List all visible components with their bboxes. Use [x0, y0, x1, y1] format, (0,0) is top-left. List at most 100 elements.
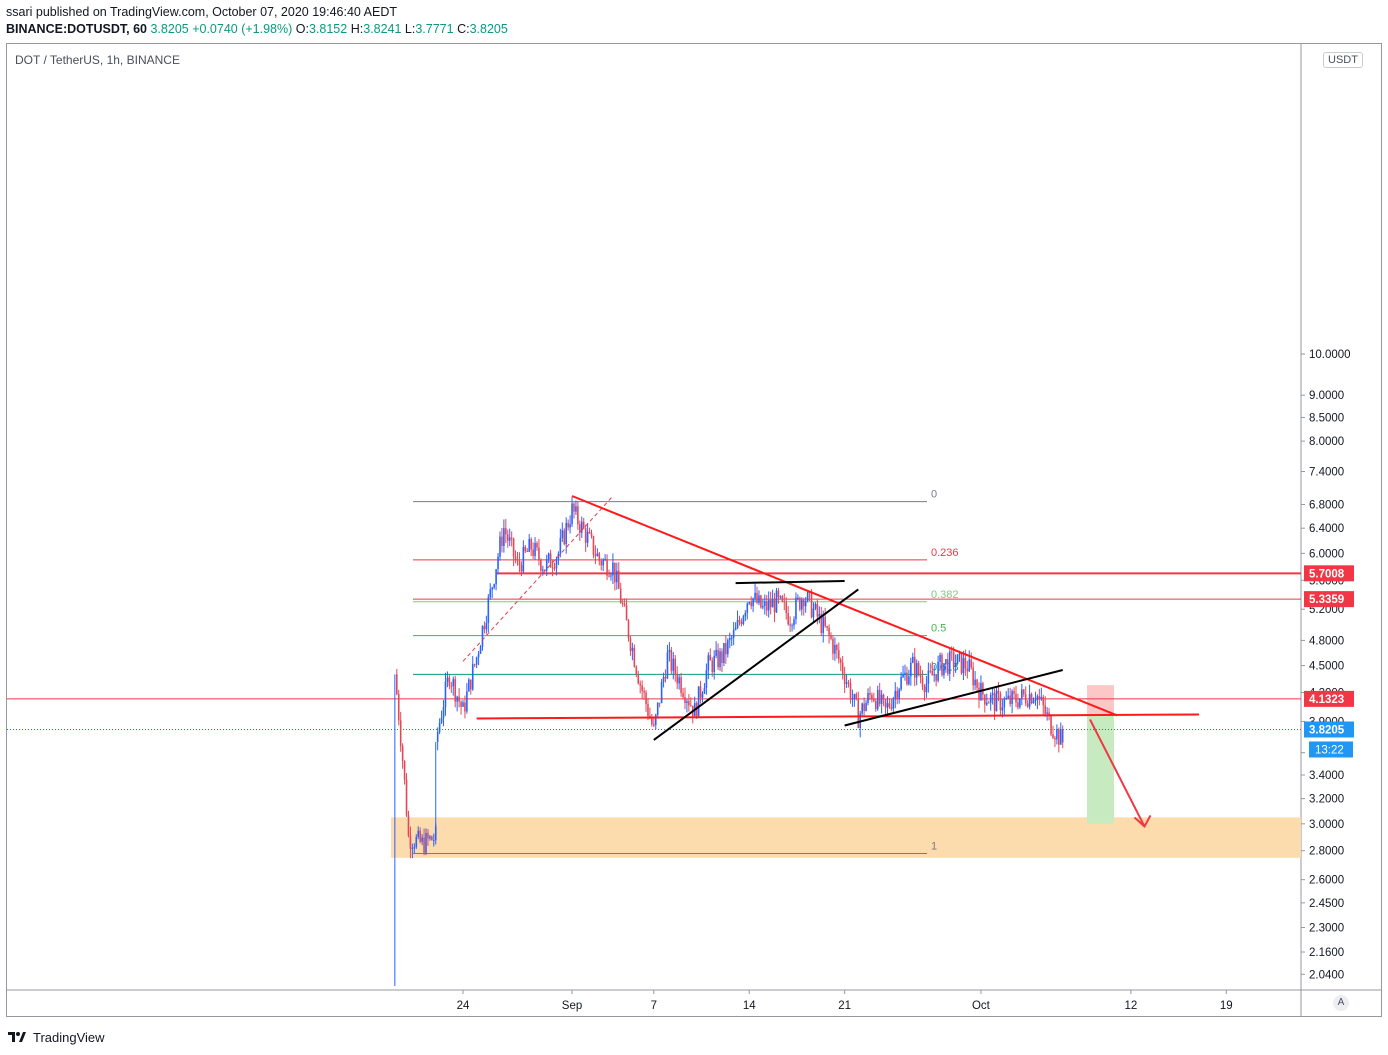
candle-body [919, 674, 922, 678]
candle-body [582, 521, 585, 529]
candle-body [818, 613, 821, 617]
candle-body [586, 531, 589, 543]
candle-body [1030, 693, 1033, 704]
candle-body [442, 707, 445, 718]
dashed-trendline [462, 495, 614, 662]
candle-body [608, 575, 610, 577]
candle-body [639, 683, 641, 686]
candle-body [781, 596, 784, 602]
candle-body [425, 832, 427, 853]
candle-body [1001, 707, 1004, 711]
candle-body [432, 840, 435, 842]
candle-body [635, 666, 638, 675]
candle-body [892, 698, 895, 709]
candle-body [464, 702, 466, 712]
candle-body [493, 584, 495, 588]
candle-body [471, 664, 474, 690]
candle-body [865, 702, 867, 711]
candle-body [660, 682, 663, 703]
candle-body [947, 659, 949, 674]
candle-body [551, 567, 554, 569]
fib-level-label: 0.236 [931, 547, 959, 559]
candle-body [588, 531, 591, 534]
candle-body [623, 604, 626, 606]
candle-body [816, 603, 819, 617]
candle-body [436, 731, 439, 742]
price-tick-label: 6.0000 [1309, 548, 1344, 560]
candle-body [904, 672, 906, 675]
candle-body [1052, 734, 1054, 738]
candle-body [802, 599, 805, 607]
candle-body [820, 613, 823, 633]
candle-body [993, 693, 996, 712]
candle-body [1032, 700, 1035, 704]
candle-body [968, 659, 971, 672]
footer-brand[interactable]: TradingView [6, 1027, 105, 1047]
candle-body [606, 559, 608, 576]
candle-body [925, 683, 928, 693]
candle-body [791, 625, 793, 627]
candle-body [575, 506, 577, 512]
candle-body [532, 549, 534, 556]
candle-body [403, 761, 406, 780]
candle-body [423, 837, 425, 853]
candle-body [976, 679, 978, 688]
price-level-label-box [1304, 690, 1354, 707]
candle-body [952, 652, 955, 668]
candle-body [629, 638, 632, 651]
candle-body [902, 674, 904, 678]
candle-body [917, 663, 920, 675]
candle-body [785, 602, 788, 614]
candle-body [970, 659, 973, 668]
candle-body [431, 836, 433, 841]
candle-body [999, 693, 1002, 711]
currency-button[interactable]: USDT [1323, 52, 1363, 68]
auto-scale-button[interactable]: A [1333, 995, 1349, 1011]
candle-body [705, 670, 708, 688]
candle-body [744, 612, 747, 617]
candle-body [948, 651, 951, 674]
candle-body [898, 689, 900, 699]
candle-body [738, 620, 741, 622]
candle-body [545, 559, 548, 571]
candle-body [960, 653, 963, 674]
candle-body [810, 592, 813, 618]
candle-body [888, 703, 891, 707]
candle-body [497, 556, 499, 570]
candle-body [843, 674, 846, 684]
candle-body [415, 836, 418, 848]
candle-body [405, 779, 408, 816]
candle-body [855, 693, 858, 700]
candle-body [407, 815, 410, 836]
candle-body [688, 701, 690, 706]
candle-body [943, 664, 945, 676]
candle-body [448, 677, 451, 686]
candle-body [828, 627, 830, 636]
candle-body [617, 570, 620, 589]
candle-body [758, 595, 760, 603]
candle-body [806, 592, 809, 601]
time-tick-label: 24 [457, 1000, 470, 1012]
candle-body [637, 674, 640, 684]
candle-body [653, 724, 655, 726]
candle-body [978, 687, 980, 701]
candle-body [1059, 729, 1062, 745]
candle-body [619, 588, 622, 604]
candle-body [779, 596, 782, 598]
candle-body [894, 690, 897, 699]
candle-body [699, 686, 702, 698]
candle-body [929, 670, 932, 672]
time-tick-label: Oct [972, 1000, 991, 1012]
price-tick-label: 2.3000 [1309, 922, 1344, 934]
candle-body [982, 683, 984, 695]
candle-body [863, 703, 865, 711]
candle-body [633, 647, 636, 667]
close-label: C: [457, 22, 470, 36]
candle-body [592, 536, 595, 555]
candle-body [748, 602, 751, 604]
candle-body [725, 643, 727, 655]
wedge-top-line [735, 579, 845, 585]
candle-body [1013, 691, 1015, 694]
candle-body [684, 696, 686, 703]
